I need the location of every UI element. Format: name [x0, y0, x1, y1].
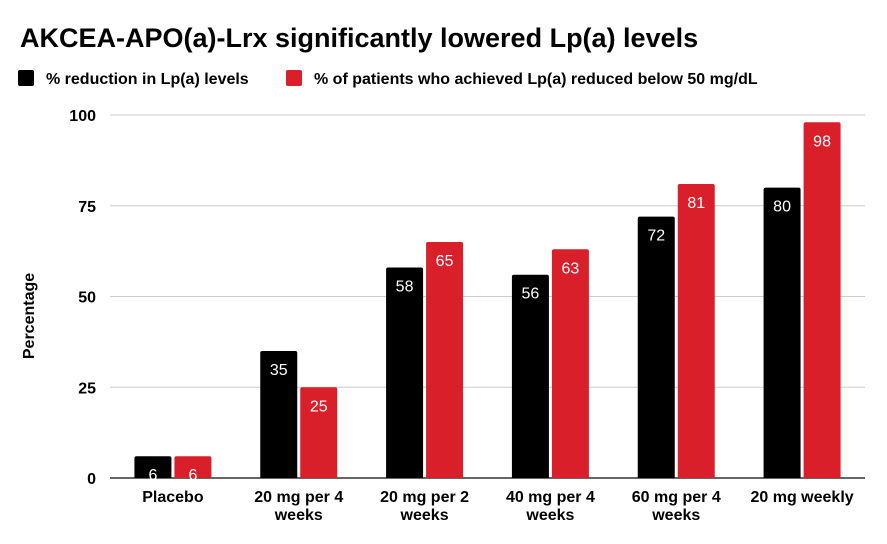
legend: % reduction in Lp(a) levels % of patients…	[18, 70, 758, 88]
y-tick-label: 0	[87, 471, 96, 488]
legend-label: % reduction in Lp(a) levels	[46, 71, 249, 88]
x-tick-label: 20 mg per 4 weeks	[254, 489, 343, 524]
chart-title: AKCEA-APO(a)-Lrx significantly lowered L…	[20, 23, 698, 53]
bar-group: 56 63	[511, 249, 589, 478]
bar	[426, 242, 464, 478]
bar	[134, 456, 172, 478]
bar	[174, 456, 212, 478]
bar	[386, 267, 424, 478]
x-tick-label-line: weeks	[651, 507, 700, 524]
x-tick-label-line: 20 mg per 4	[254, 489, 343, 506]
x-tick-label-line: 20 mg weekly	[750, 489, 853, 506]
bar-value-label: 6	[148, 467, 157, 484]
y-tick-label: 100	[69, 108, 96, 125]
y-tick-label: 25	[78, 380, 96, 397]
x-tick-label: 20 mg weekly	[750, 489, 853, 506]
bar-value-label: 56	[522, 286, 540, 303]
bar-group: 80 98	[763, 122, 841, 478]
y-tick-label: 50	[78, 290, 96, 307]
bar	[260, 350, 298, 478]
legend-swatch	[286, 70, 302, 86]
x-tick-label: 40 mg per 4 weeks	[506, 489, 595, 524]
bar-value-label: 72	[647, 228, 665, 245]
bar-value-label: 65	[436, 253, 454, 270]
bar-value-label: 25	[310, 398, 328, 415]
bar-value-label: 98	[813, 133, 831, 150]
bar-value-label: 81	[687, 195, 705, 212]
bar-group: 35 25	[260, 350, 338, 478]
legend-label: % of patients who achieved Lp(a) reduced…	[314, 71, 758, 88]
bar	[763, 187, 801, 478]
x-tick-label-line: weeks	[525, 507, 574, 524]
x-tick-label: 20 mg per 2 weeks	[380, 489, 469, 524]
legend-item: % of patients who achieved Lp(a) reduced…	[286, 70, 758, 88]
bar-value-label: 35	[270, 362, 288, 379]
bar	[803, 122, 841, 478]
bar-value-label: 63	[562, 260, 580, 277]
bar-group: 72 81	[637, 183, 715, 478]
x-tick-label-line: 40 mg per 4	[506, 489, 595, 506]
x-tick-label-line: 20 mg per 2	[380, 489, 469, 506]
x-tick-label: Placebo	[142, 489, 204, 506]
gridlines	[110, 114, 865, 479]
x-tick-label: 60 mg per 4 weeks	[632, 489, 721, 524]
y-axis-ticks: 0 25 50 75 100	[69, 108, 96, 488]
bar-group: 58 65	[386, 242, 464, 478]
x-tick-label-line: 60 mg per 4	[632, 489, 721, 506]
x-tick-label-line: weeks	[400, 507, 449, 524]
bar	[300, 387, 338, 478]
bar	[511, 274, 549, 478]
bar-value-label: 58	[396, 278, 414, 295]
bar-value-label: 80	[773, 199, 791, 216]
bar	[551, 249, 589, 478]
bar	[677, 183, 715, 478]
x-tick-label-line: weeks	[274, 507, 323, 524]
y-axis-label: Percentage	[21, 273, 38, 359]
legend-swatch	[18, 70, 34, 86]
y-tick-label: 75	[78, 199, 96, 216]
x-tick-label-line: Placebo	[142, 489, 204, 506]
bar	[637, 216, 675, 478]
legend-item: % reduction in Lp(a) levels	[18, 70, 249, 88]
bar-value-label: 6	[188, 467, 197, 484]
